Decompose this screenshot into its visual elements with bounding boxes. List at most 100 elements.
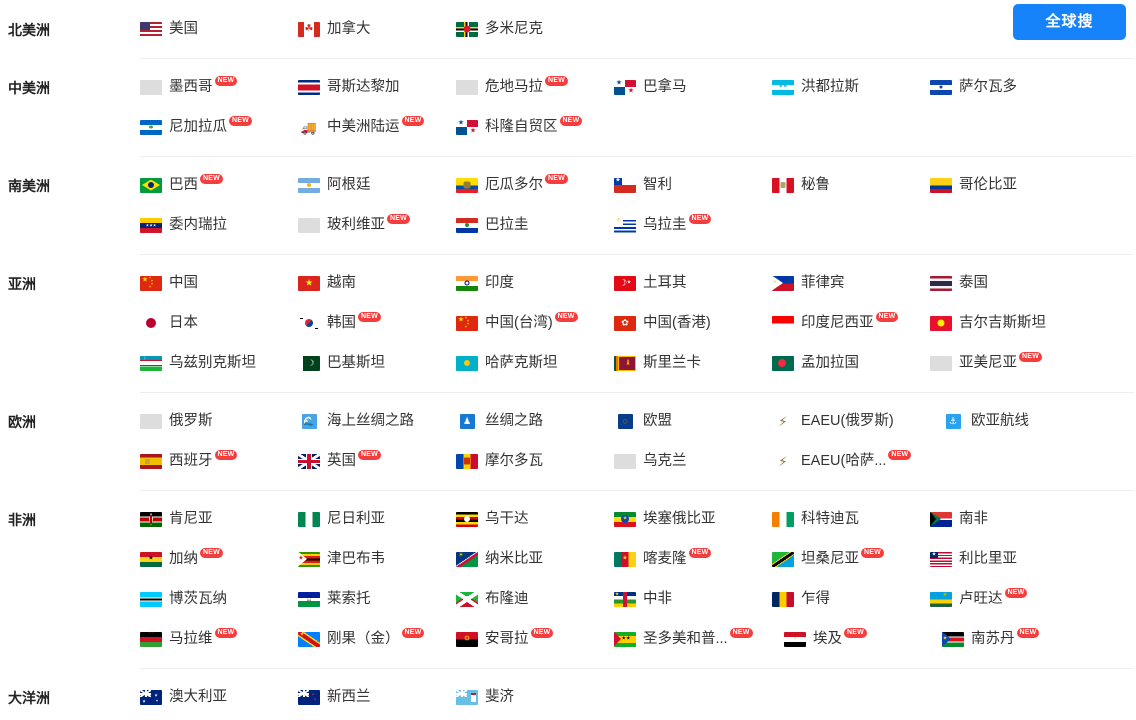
country-link[interactable]: 斐济 [456, 677, 614, 717]
country-link[interactable]: ♀ 埃及 NEW [784, 619, 942, 659]
country-link[interactable]: 多米尼克 [456, 9, 614, 49]
country-link[interactable]: ◠ 马拉维 NEW [140, 619, 298, 659]
country-link[interactable]: 亚美尼亚 NEW [930, 343, 1088, 383]
country-link[interactable]: ★ 埃塞俄比亚 [614, 499, 772, 539]
flag-cm: ★ [614, 551, 636, 567]
country-link[interactable]: 坦桑尼亚 NEW [772, 539, 930, 579]
country-link[interactable]: ☽ ★ 土耳其 [614, 263, 772, 303]
region-row: 南美洲 巴西 NEW 阿根廷 厄瓜多尔 NEW ★ 智利 秘鲁 哥伦比亚 ★★★ 委内瑞拉 玻利维亚 NE… [0, 156, 1136, 254]
flag-au: ★ ★ ★ [140, 689, 162, 705]
flag-bw [140, 591, 162, 607]
country-name: 欧亚航线 [971, 412, 1029, 429]
country-name: 危地马拉 [485, 78, 543, 95]
country-name: 尼加拉瓜 [169, 118, 227, 135]
new-badge: NEW [200, 174, 223, 184]
country-link[interactable]: 尼加拉瓜 NEW [140, 107, 298, 147]
country-link[interactable]: 南非 [930, 499, 1088, 539]
country-link[interactable]: ★★★ 委内瑞拉 [140, 205, 298, 245]
region-label: 亚洲 [8, 276, 36, 292]
country-link[interactable]: 玻利维亚 NEW [298, 205, 456, 245]
country-link[interactable]: 🌊 海上丝绸之路 [298, 401, 456, 441]
country-link[interactable]: ★★ 圣多美和普... NEW [614, 619, 784, 659]
country-link[interactable]: 俄罗斯 [140, 401, 298, 441]
country-link[interactable]: ★ 智利 [614, 165, 772, 205]
country-link[interactable]: 日本 [140, 303, 298, 343]
country-link[interactable]: ⚡ EAEU(哈萨... NEW [772, 441, 942, 481]
country-name: 中国(台湾) [485, 314, 553, 331]
country-link[interactable]: 乌克兰 [614, 441, 772, 481]
country-link[interactable]: 印度 [456, 263, 614, 303]
country-link[interactable]: 英国 NEW [298, 441, 456, 481]
country-link[interactable]: 吉尔吉斯斯坦 [930, 303, 1088, 343]
country-link[interactable]: 摩尔多瓦 [456, 441, 614, 481]
country-link[interactable]: ✿ 中国(香港) [614, 303, 772, 343]
country-link[interactable]: 乌干达 [456, 499, 614, 539]
country-link[interactable]: 萨尔瓦多 [930, 67, 1088, 107]
country-link[interactable]: ★★ 洪都拉斯 [772, 67, 930, 107]
country-link[interactable]: ★ ★ ★ ★ ★ 中国 [140, 263, 298, 303]
country-link[interactable]: ♖ 莱索托 [298, 579, 456, 619]
country-link[interactable]: ☽ 乌兹别克斯坦 [140, 343, 298, 383]
global-search-button[interactable]: 全球搜 [1013, 4, 1126, 40]
country-link[interactable]: 肯尼亚 [140, 499, 298, 539]
country-link[interactable]: ☽ 巴基斯坦 [298, 343, 456, 383]
flag-ph: ☀ [772, 275, 794, 291]
country-link[interactable]: 西班牙 NEW [140, 441, 298, 481]
country-link[interactable]: ★ 越南 [298, 263, 456, 303]
country-link[interactable]: ⚓ 欧亚航线 [942, 401, 1100, 441]
country-link[interactable]: 布隆迪 [456, 579, 614, 619]
country-link[interactable]: 哈萨克斯坦 [456, 343, 614, 383]
country-link[interactable]: ♟ 丝绸之路 [456, 401, 614, 441]
country-link[interactable]: ☀ 纳米比亚 [456, 539, 614, 579]
country-link[interactable]: ⚙ 安哥拉 NEW [456, 619, 614, 659]
country-link[interactable]: ★ ★ 巴拿马 [614, 67, 772, 107]
country-link[interactable]: ★ ★ ★ 澳大利亚 [140, 677, 298, 717]
country-link[interactable]: 印度尼西亚 NEW [772, 303, 930, 343]
country-link[interactable]: 尼日利亚 [298, 499, 456, 539]
country-link[interactable]: ★ ★ 新西兰 [298, 677, 456, 717]
country-link[interactable]: 🚚 中美洲陆运 NEW [298, 107, 456, 147]
country-link[interactable]: 韩国 NEW [298, 303, 456, 343]
new-badge: NEW [688, 214, 712, 224]
flag-dm [456, 21, 478, 37]
country-link[interactable]: ⚡ EAEU(俄罗斯) [772, 401, 942, 441]
country-link[interactable]: 秘鲁 [772, 165, 930, 205]
country-link[interactable]: ★ ★ 科隆自贸区 NEW [456, 107, 614, 147]
country-link[interactable]: ☀ 卢旺达 NEW [930, 579, 1088, 619]
flag-uy: ☀ [614, 217, 636, 233]
country-link[interactable]: 科特迪瓦 [772, 499, 930, 539]
country-name: 吉尔吉斯斯坦 [959, 314, 1046, 331]
country-link[interactable]: 巴拉圭 [456, 205, 614, 245]
country-link[interactable]: ★ 津巴布韦 [298, 539, 456, 579]
country-link[interactable]: ★ 利比里亚 [930, 539, 1088, 579]
country-name: 乌干达 [485, 510, 529, 527]
country-name: 埃塞俄比亚 [643, 510, 716, 527]
country-link[interactable]: 泰国 [930, 263, 1088, 303]
country-link[interactable]: 美国 [140, 9, 298, 49]
country-link[interactable]: 阿根廷 [298, 165, 456, 205]
country-name: 哥伦比亚 [959, 176, 1017, 193]
country-link[interactable]: ★ ★ ★ ★ ★ 中国(台湾) NEW [456, 303, 614, 343]
country-link[interactable]: 孟加拉国 [772, 343, 930, 383]
flag-eg: ♀ [784, 631, 806, 647]
country-link[interactable]: 巴西 NEW [140, 165, 298, 205]
flag-td [772, 591, 794, 607]
new-badge: NEW [229, 116, 252, 126]
country-link[interactable]: ★ 加纳 NEW [140, 539, 298, 579]
country-link[interactable]: 哥斯达黎加 [298, 67, 456, 107]
country-link[interactable]: ☀ 乌拉圭 NEW [614, 205, 772, 245]
country-link[interactable]: ★ 南苏丹 NEW [942, 619, 1100, 659]
country-link[interactable]: ◌ 欧盟 [614, 401, 772, 441]
country-link[interactable]: 墨西哥 NEW [140, 67, 298, 107]
country-link[interactable]: 博茨瓦纳 [140, 579, 298, 619]
country-link[interactable]: ★ 中非 [614, 579, 772, 619]
country-link[interactable]: ★ 喀麦隆 NEW [614, 539, 772, 579]
country-link[interactable]: 危地马拉 NEW [456, 67, 614, 107]
country-link[interactable]: ♝ 斯里兰卡 [614, 343, 772, 383]
country-link[interactable]: 厄瓜多尔 NEW [456, 165, 614, 205]
country-link[interactable]: ☀ 菲律宾 [772, 263, 930, 303]
country-link[interactable]: 哥伦比亚 [930, 165, 1088, 205]
country-link[interactable]: ★ 刚果（金） NEW [298, 619, 456, 659]
country-link[interactable]: ☘ 加拿大 [298, 9, 456, 49]
country-link[interactable]: 乍得 [772, 579, 930, 619]
